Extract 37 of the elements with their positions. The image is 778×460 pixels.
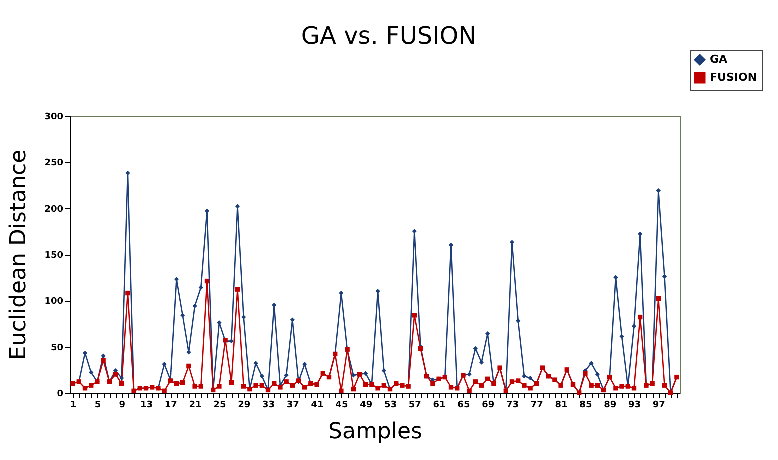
x-tick-label: 73 — [506, 400, 520, 410]
x-tick-label: 49 — [360, 400, 373, 410]
x-tick-label: 5 — [94, 400, 102, 410]
x-tick-label: 61 — [433, 400, 446, 410]
x-tick-label: 13 — [140, 400, 154, 410]
legend-label: GA — [710, 53, 728, 66]
x-tick-label: 81 — [555, 400, 568, 410]
x-axis-title: Samples — [328, 420, 422, 444]
x-tick-label: 45 — [336, 400, 348, 410]
y-axis-title: Euclidean Distance — [6, 150, 32, 360]
x-tick-label: 9 — [119, 400, 126, 410]
x-tick-label: 77 — [530, 400, 544, 410]
y-tick-label: 50 — [50, 343, 64, 354]
x-tick-label: 33 — [262, 400, 276, 410]
x-tick-label: 57 — [408, 400, 422, 410]
x-tick-label: 69 — [482, 400, 495, 410]
y-tick-label: 0 — [57, 390, 64, 400]
y-tick-label: 150 — [44, 251, 64, 261]
x-tick-label: 65 — [458, 400, 470, 410]
x-tick-label: 21 — [189, 400, 202, 410]
x-tick-label: 89 — [604, 400, 617, 410]
legend-label: FUSION — [710, 71, 758, 84]
x-tick-label: 37 — [286, 400, 300, 410]
x-tick-label: 85 — [580, 400, 592, 410]
x-tick-label: 53 — [384, 400, 398, 410]
x-tick-label: 93 — [628, 400, 642, 410]
y-tick-label: 250 — [44, 158, 64, 169]
y-tick-label: 100 — [44, 297, 64, 308]
y-tick-label: 200 — [44, 204, 64, 215]
x-tick-label: 17 — [164, 400, 178, 410]
x-tick-label: 97 — [652, 400, 666, 410]
x-tick-label: 29 — [238, 400, 251, 410]
x-tick-label: 1 — [70, 400, 77, 410]
y-tick-label: 300 — [44, 112, 64, 122]
x-tick-label: 41 — [311, 400, 324, 410]
chart-title: GA vs. FUSION — [300, 22, 478, 50]
x-tick-label: 25 — [214, 400, 226, 410]
